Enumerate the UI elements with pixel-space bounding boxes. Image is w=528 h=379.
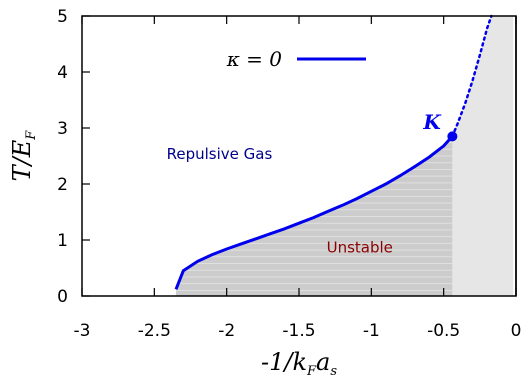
x-tick-label: -3 [74, 321, 91, 341]
x-tick-label: -1 [363, 321, 380, 341]
x-tick-label: -2 [218, 321, 235, 341]
dotted-boundary-line [451, 14, 493, 138]
k-point-marker [447, 131, 458, 142]
annotations-group: Repulsive Gas Unstable K [167, 110, 458, 256]
repulsive-gas-label: Repulsive Gas [167, 145, 273, 163]
unstable-region-label: Unstable [327, 238, 393, 256]
x-tick-label: -1.5 [282, 321, 315, 341]
x-tick-label: -0.5 [427, 321, 460, 341]
series-group [174, 14, 493, 290]
y-tick-label: 2 [57, 175, 68, 195]
y-axis-label: T/EF [8, 130, 39, 182]
kappa-zero-line [174, 135, 454, 290]
stable-shade-region [452, 16, 514, 296]
y-tick-label: 3 [57, 119, 68, 139]
y-tick-label: 0 [57, 287, 68, 307]
x-tick-label: 0 [511, 321, 522, 341]
legend-label: κ = 0 [226, 47, 283, 71]
y-tick-label: 1 [57, 231, 68, 251]
legend: κ = 0 [226, 47, 366, 71]
axis-ticks: -3 -2.5 -2 -1.5 -1 -0.5 0 0 1 2 3 4 5 [57, 7, 521, 341]
x-tick-label: -2.5 [138, 321, 171, 341]
y-tick-label: 4 [57, 63, 68, 83]
k-point-label: K [422, 110, 442, 134]
y-tick-label: 5 [57, 7, 68, 27]
x-axis-label: -1/kFas [261, 348, 337, 379]
unstable-region [176, 136, 453, 296]
axis-labels: -1/kFas T/EF [8, 130, 337, 379]
